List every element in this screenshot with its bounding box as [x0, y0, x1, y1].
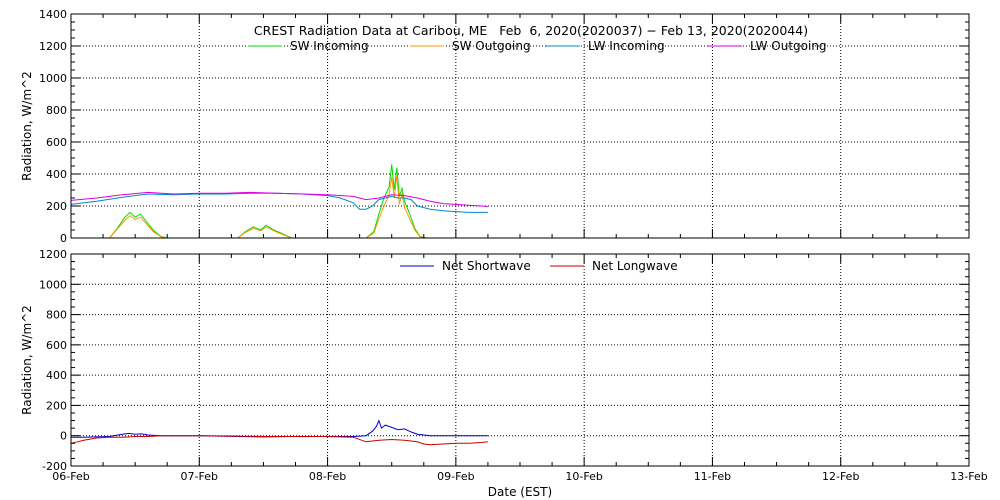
legend-label: LW Incoming — [588, 39, 665, 53]
x-tick-label: 09-Feb — [437, 470, 474, 483]
plot-frame — [70, 253, 970, 467]
y-tick-label: 800 — [46, 309, 67, 322]
legend-label: SW Outgoing — [452, 39, 531, 53]
panel-1: 0 200 400 600 800 1000 1200 1400 Radiation, W/m^… — [20, 8, 970, 245]
series-line-2-1 — [71, 419, 488, 438]
y-tick-label: 200 — [46, 200, 67, 213]
chart-title: CREST Radiation Data at Caribou, ME Feb … — [254, 23, 808, 38]
y-tick-label: 600 — [46, 136, 67, 149]
x-tick-label: 10-Feb — [565, 470, 602, 483]
legend-label: LW Outgoing — [750, 39, 827, 53]
y-tick-label: 800 — [46, 104, 67, 117]
y-tick-label: 600 — [46, 339, 67, 352]
y-axis-title: Radiation, W/m^2 — [20, 305, 34, 415]
series-line-1-1 — [109, 164, 427, 239]
x-axis-title: Date (EST) — [488, 485, 552, 499]
x-tick-label: 07-Feb — [181, 470, 218, 483]
series-line-1-3 — [70, 192, 488, 213]
x-tick-label: 12-Feb — [822, 470, 859, 483]
legend-label: Net Shortwave — [442, 259, 531, 273]
y-tick-label: 1200 — [39, 248, 67, 261]
legend-label: SW Incoming — [290, 39, 369, 53]
y-tick-label: 1000 — [39, 278, 67, 291]
x-tick-label: 11-Feb — [694, 470, 731, 483]
series-line-2-2 — [70, 435, 488, 446]
x-tick-label: 13-Feb — [950, 470, 987, 483]
y-tick-label: 400 — [46, 168, 67, 181]
y-tick-label: 1400 — [39, 8, 67, 21]
x-tick-label: 08-Feb — [309, 470, 346, 483]
y-tick-label: 200 — [46, 399, 67, 412]
y-tick-label: -200 — [42, 460, 67, 473]
series-line-1-4 — [70, 191, 488, 208]
y-tick-label: 400 — [46, 369, 67, 382]
y-tick-label: 1200 — [39, 40, 67, 53]
y-axis-title: Radiation, W/m^2 — [20, 71, 34, 181]
y-tick-label: 1000 — [39, 72, 67, 85]
series-line-1-2 — [109, 175, 427, 239]
x-tick-label: 06-Feb — [52, 470, 89, 483]
legend-label: Net Longwave — [592, 259, 678, 273]
y-tick-label: 0 — [60, 232, 67, 245]
y-tick-label: 0 — [60, 430, 67, 443]
panel-2: -200 0 200 400 600 800 1000 1200 Radiation, W/m^… — [20, 248, 970, 473]
